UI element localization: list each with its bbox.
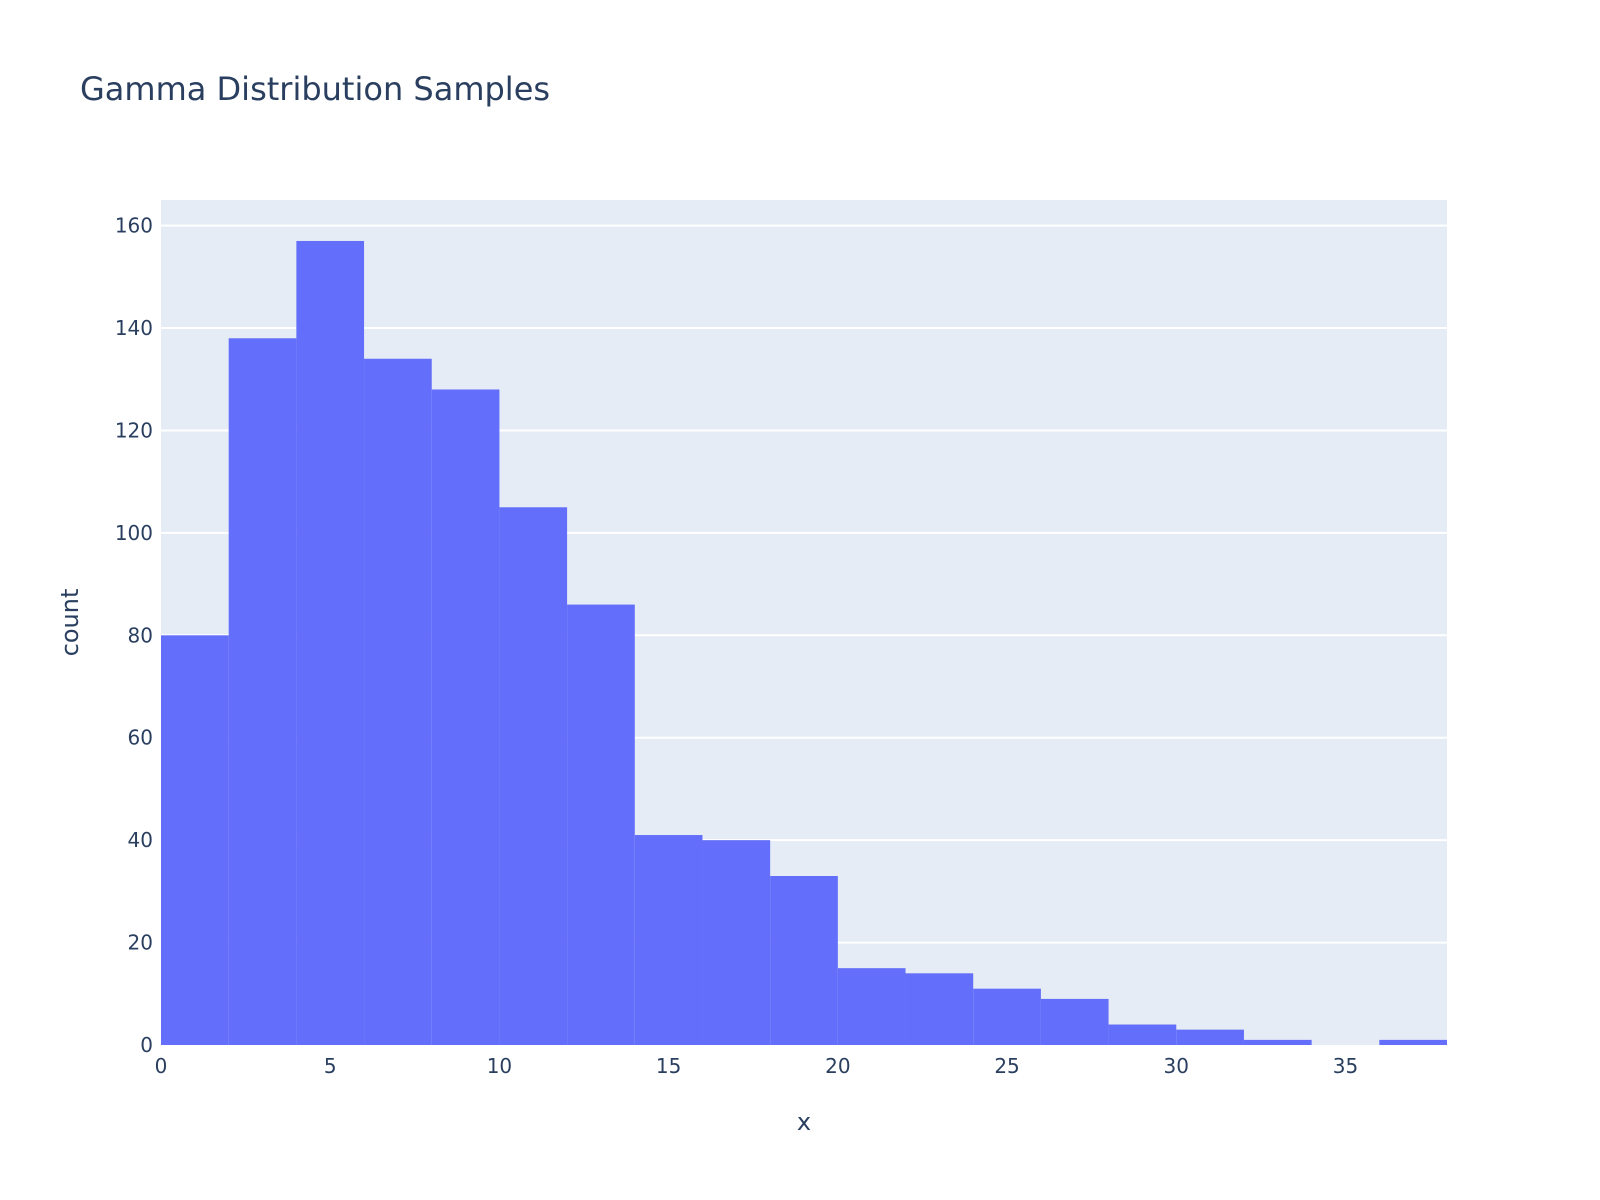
- histogram-bar: [228, 338, 297, 1046]
- histogram-bar: [1176, 1029, 1244, 1045]
- x-tick-label: 35: [1333, 1054, 1358, 1078]
- histogram-bar: [1040, 998, 1109, 1045]
- y-tick-label: 120: [115, 418, 153, 442]
- histogram-bar: [499, 507, 568, 1046]
- chart-title: Gamma Distribution Samples: [80, 70, 550, 108]
- x-tick-label: 25: [994, 1054, 1019, 1078]
- histogram-bar: [702, 840, 771, 1045]
- histogram-bar: [1108, 1024, 1177, 1045]
- bars: [161, 240, 1447, 1046]
- histogram-bar: [905, 973, 974, 1045]
- histogram-bar: [431, 389, 500, 1045]
- histogram-bar: [364, 358, 432, 1045]
- y-tick-label: 60: [128, 726, 153, 750]
- histogram-bar: [1243, 1039, 1312, 1045]
- y-axis-ticks: 0 20 40 60 80 100 120 140 160: [115, 214, 153, 1057]
- histogram-bar: [567, 604, 635, 1045]
- y-tick-label: 140: [115, 316, 153, 340]
- histogram-bar: [837, 968, 906, 1045]
- x-axis-ticks: 0 5 10 15 20 25 30 35: [155, 1054, 1359, 1078]
- histogram-bar: [296, 240, 365, 1045]
- y-tick-label: 100: [115, 521, 153, 545]
- y-axis-title: count: [56, 589, 84, 657]
- x-tick-label: 5: [324, 1054, 337, 1078]
- y-tick-label: 20: [128, 931, 153, 955]
- y-tick-label: 80: [128, 623, 153, 647]
- x-tick-label: 30: [1164, 1054, 1189, 1078]
- histogram-bar: [1379, 1039, 1447, 1045]
- histogram-bar: [634, 835, 703, 1045]
- x-tick-label: 20: [825, 1054, 850, 1078]
- y-tick-label: 0: [140, 1033, 153, 1057]
- x-tick-label: 0: [155, 1054, 168, 1078]
- histogram-bar: [973, 988, 1041, 1045]
- histogram-bar: [770, 876, 838, 1045]
- x-axis-title: x: [797, 1108, 811, 1136]
- x-tick-label: 15: [656, 1054, 681, 1078]
- histogram-bar: [161, 635, 229, 1045]
- x-tick-label: 10: [487, 1054, 512, 1078]
- y-tick-label: 160: [115, 214, 153, 238]
- y-tick-label: 40: [128, 828, 153, 852]
